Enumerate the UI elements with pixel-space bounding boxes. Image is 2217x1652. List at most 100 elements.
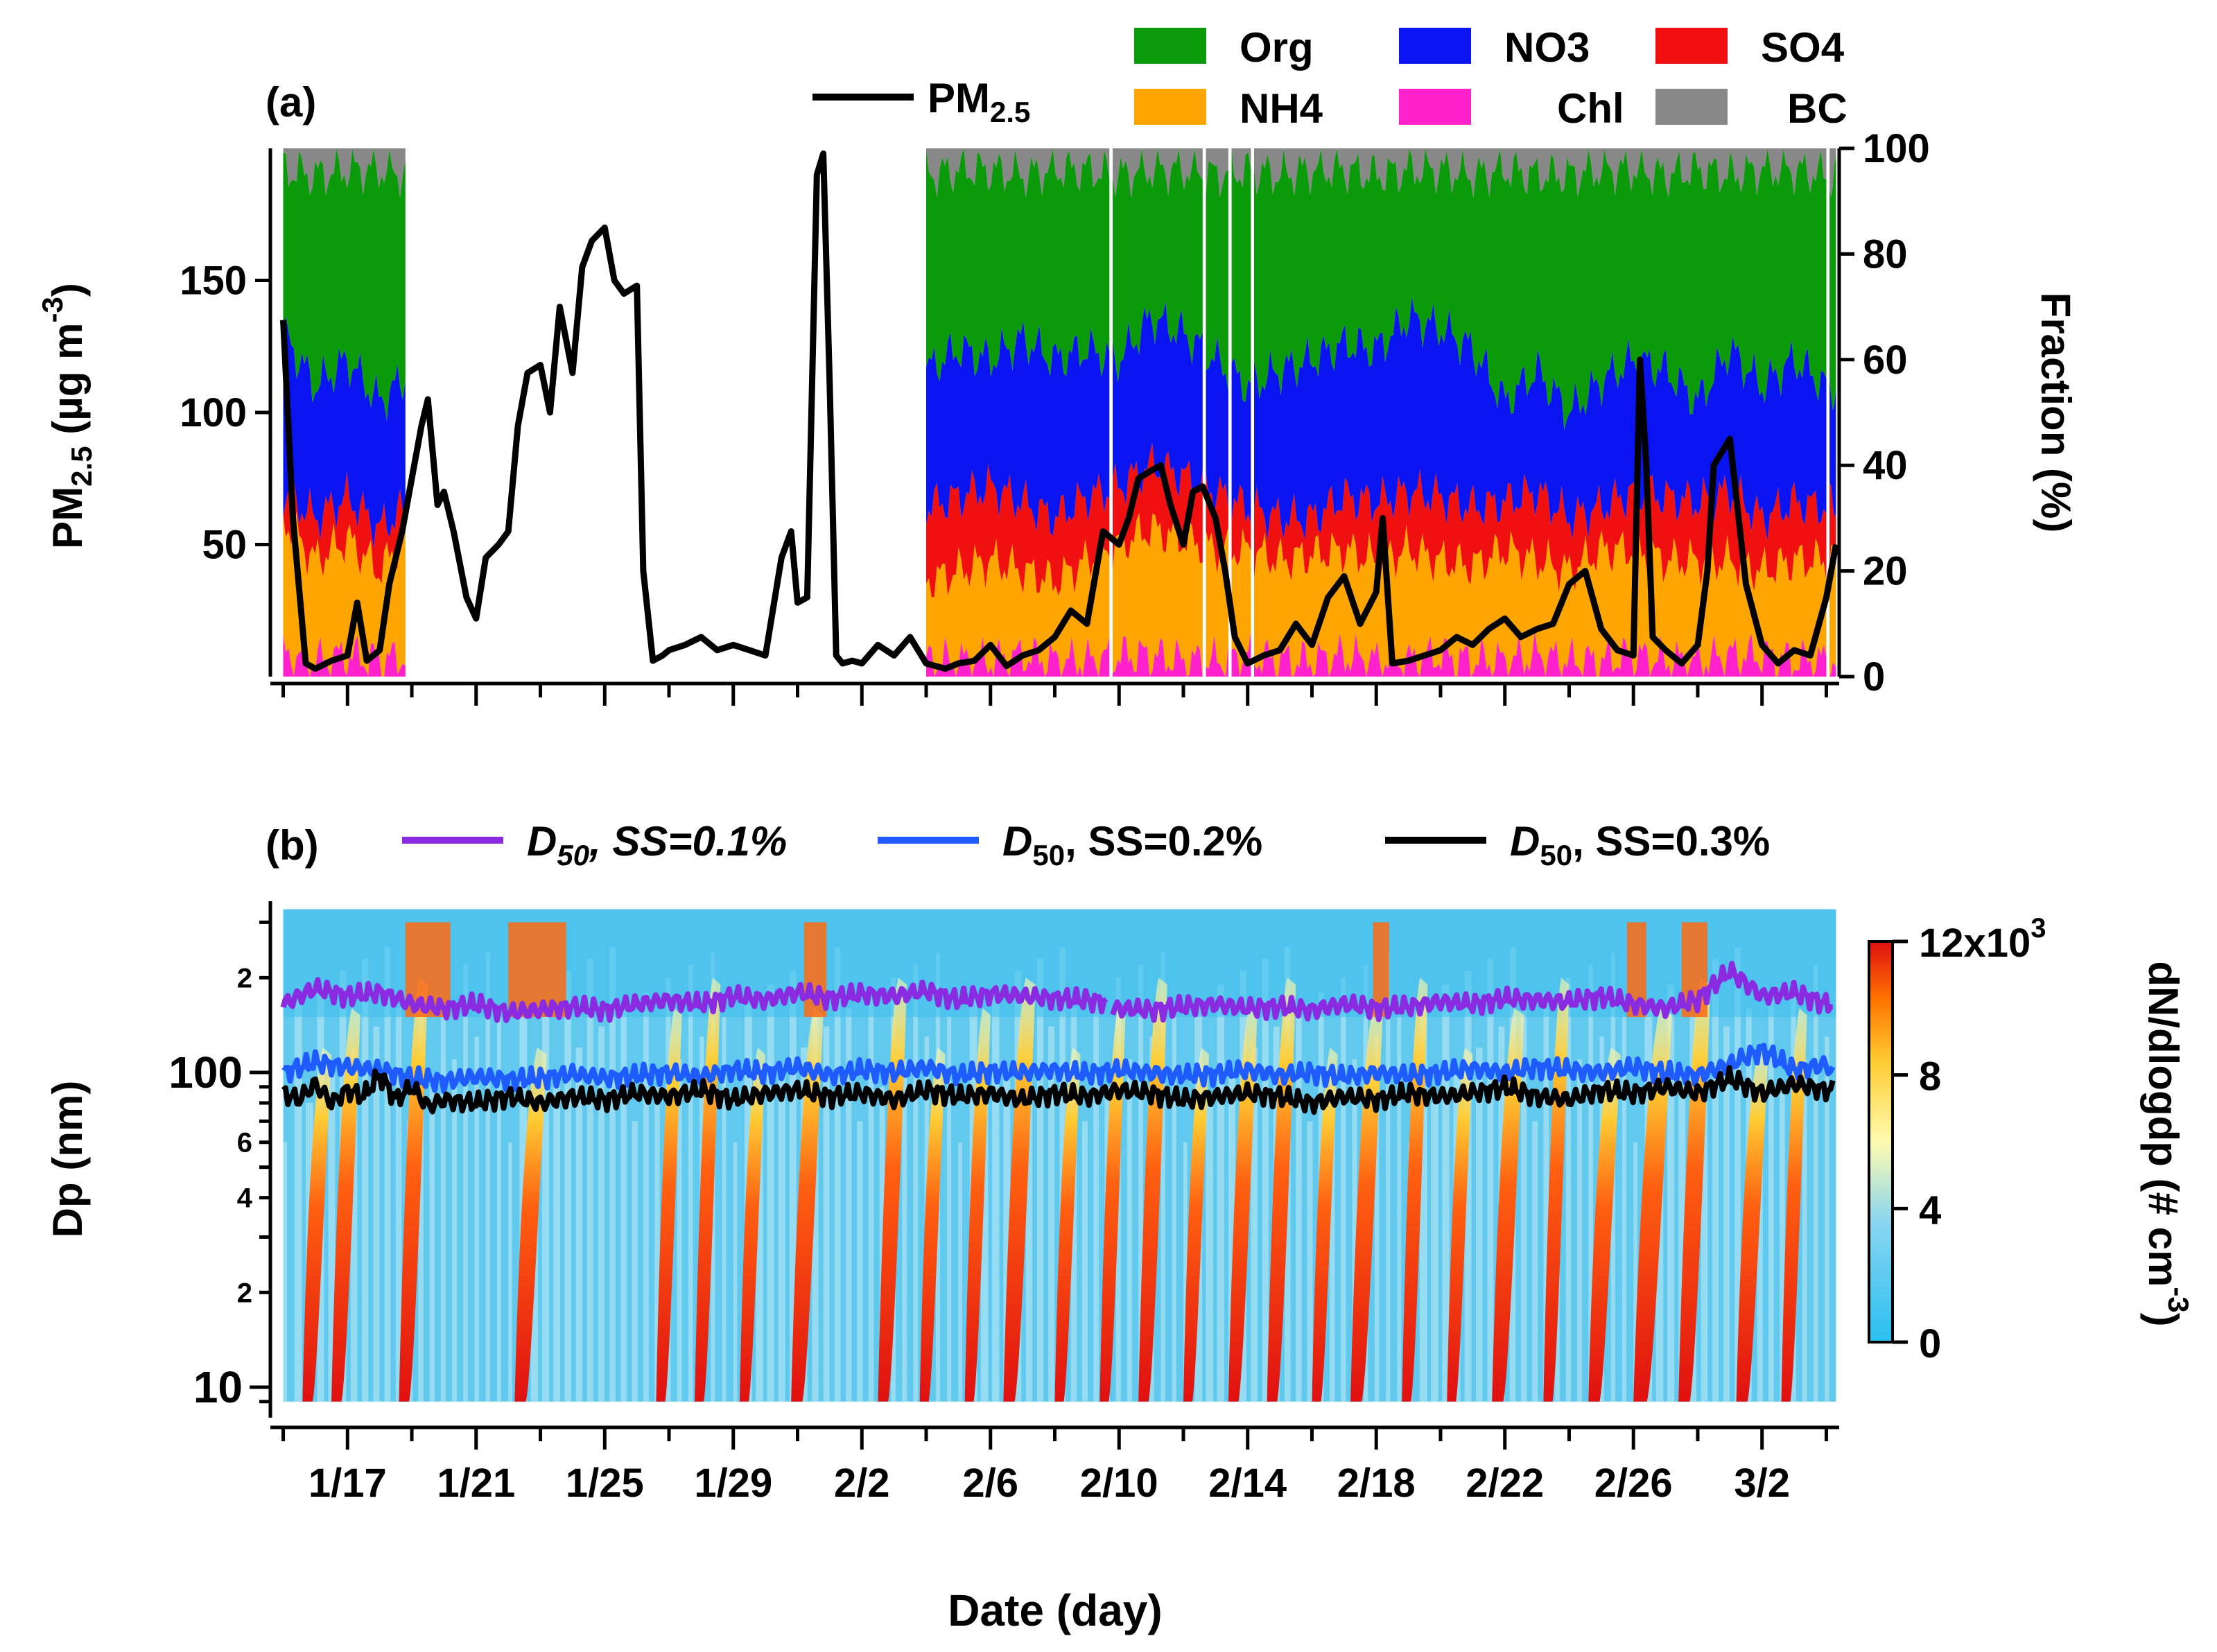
legend-pm25-label: PM2.5	[928, 75, 1030, 128]
panel-b-x-tick-label: 3/2	[1734, 1461, 1790, 1506]
heatmap-streak	[1036, 958, 1044, 1402]
heatmap-streak	[1780, 1086, 1785, 1402]
heatmap-streak	[283, 1142, 288, 1402]
heatmap-streak	[418, 992, 424, 1402]
area-chl-seg6	[1829, 662, 1836, 677]
heatmap-streak	[1025, 1047, 1033, 1402]
heatmap-streak	[1329, 1086, 1335, 1402]
panel-b: 1/17 1/21 1/25 1/29 2/2 2/6 2/10 2/14 2/18 2/22 2/…	[44, 818, 2195, 1635]
heatmap-streak	[1093, 992, 1099, 1402]
heatmap-streak	[553, 1072, 561, 1402]
heatmap-streak	[1127, 1059, 1132, 1402]
panel-b-x-tick-label: 2/22	[1466, 1461, 1544, 1506]
area-bc-seg5	[1254, 148, 1827, 198]
heatmap-hotspot	[508, 922, 566, 1018]
size-distribution-heatmap	[283, 909, 1836, 1402]
heatmap-streak	[1712, 958, 1719, 1402]
heatmap-streak	[620, 1008, 627, 1402]
heatmap-streak	[947, 1017, 951, 1402]
npf-event	[1543, 977, 1570, 1402]
heatmap-streak	[1475, 1047, 1483, 1402]
panel-a-y-tick-label: 50	[202, 523, 247, 568]
heatmap-streak	[1543, 992, 1549, 1402]
heatmap-streak	[328, 1072, 336, 1402]
heatmap-streak	[1352, 1059, 1357, 1402]
area-nh4-seg1	[926, 528, 1110, 677]
heatmap-streak	[496, 1017, 501, 1402]
d50-line-1-seg0	[281, 1043, 1836, 1095]
d50-line-2-seg0	[281, 1065, 1836, 1115]
panel-a-axes: 50 100 150 0 20 40 60 80 100	[180, 126, 1930, 706]
area-chl-seg3	[1206, 634, 1228, 677]
heatmap-streak	[440, 977, 446, 1402]
legend-d50-ss03-label: D50, SS=0.3%	[1510, 818, 1770, 871]
npf-event	[791, 1008, 824, 1402]
colorbar-tick-label: 12x103	[1919, 913, 2046, 966]
heatmap-streak	[1048, 1026, 1055, 1402]
panel-b-y-tick-label: 100	[168, 1047, 243, 1097]
heatmap-streak	[1802, 1059, 1807, 1402]
d50-line-0-seg1	[1110, 960, 1834, 1023]
heatmap-streak	[1341, 977, 1346, 1402]
heatmap-streak	[722, 1017, 727, 1402]
npf-event	[1183, 1047, 1210, 1402]
panel-a-label: (a)	[266, 79, 316, 125]
npf-event	[1003, 977, 1036, 1402]
heatmap-streak	[1678, 1072, 1686, 1402]
panel-a-y-tick-label: 100	[180, 390, 247, 435]
heatmap-streak	[1374, 1036, 1380, 1402]
heatmap-streak	[1464, 971, 1472, 1402]
area-no3-seg0	[283, 315, 406, 548]
panel-a-y2-tick-label: 100	[1863, 126, 1930, 171]
heatmap-streak	[350, 1047, 358, 1402]
area-org-seg6	[1829, 155, 1836, 411]
heatmap-streak	[823, 1026, 830, 1402]
colorbar-label: dN/dlogdp (# cm-3)	[2140, 961, 2195, 1326]
panel-a-ylabel: PM2.5 (µg m-3)	[36, 283, 98, 549]
colorbar-tick-label: 0	[1919, 1321, 1941, 1366]
heatmap-streak	[575, 1047, 583, 1402]
heatmap-streak	[767, 984, 774, 1402]
heatmap-streak	[1701, 1047, 1708, 1402]
panel-b-axes: 1/17 1/21 1/25 1/29 2/2 2/6 2/10 2/14 2/18 2/22 2/…	[168, 901, 1839, 1506]
panel-a-y2-tick-label: 20	[1863, 549, 1908, 594]
heatmap-streak	[992, 984, 1000, 1402]
heatmap-streak	[632, 1121, 638, 1402]
heatmap-streak	[958, 1142, 962, 1402]
panel-b-y-tick-label: 4	[237, 1183, 253, 1214]
npf-event	[1492, 1008, 1524, 1402]
heatmap-streak	[1667, 984, 1675, 1402]
legend-no3-swatch	[1399, 28, 1471, 64]
heatmap-streak	[1397, 1017, 1402, 1402]
area-so4-seg5	[1254, 469, 1827, 593]
heatmap-streak	[485, 953, 490, 1402]
legend-so4-swatch	[1655, 28, 1728, 64]
heatmap-streak	[1723, 1026, 1730, 1402]
heatmap-streak	[1735, 947, 1741, 1402]
heatmap-streak	[688, 964, 693, 1402]
panel-a-legend: PM2.5 Org NO3 SO4 NH4 Chl BC	[812, 24, 1848, 132]
area-bc-seg4	[1231, 148, 1251, 188]
heatmap-streak	[1251, 1047, 1258, 1402]
heatmap-streak	[1577, 1059, 1583, 1402]
heatmap-streak	[598, 1026, 605, 1402]
panel-a-y2-tick-label: 0	[1863, 654, 1885, 699]
area-org-seg2	[1113, 148, 1203, 383]
panel-b-x-tick-label: 2/18	[1337, 1461, 1416, 1506]
area-so4-seg0	[283, 471, 406, 584]
colorbar-tick-label: 4	[1919, 1188, 1941, 1233]
npf-event	[878, 977, 907, 1402]
panel-b-x-tick-label: 2/10	[1080, 1461, 1158, 1506]
d50-line-0-seg0	[280, 977, 1108, 1023]
area-bc-seg2	[1113, 148, 1203, 198]
area-no3-seg5	[1254, 297, 1827, 541]
heatmap-streak	[1768, 992, 1774, 1402]
area-bc-seg6	[1829, 148, 1836, 198]
area-bc-seg3	[1206, 148, 1228, 198]
colorbar-gradient	[1868, 940, 1894, 1344]
heatmap-streak	[586, 958, 593, 1402]
panel-b-x-tick-label: 1/25	[566, 1461, 644, 1506]
heatmap-streak	[857, 1121, 863, 1402]
